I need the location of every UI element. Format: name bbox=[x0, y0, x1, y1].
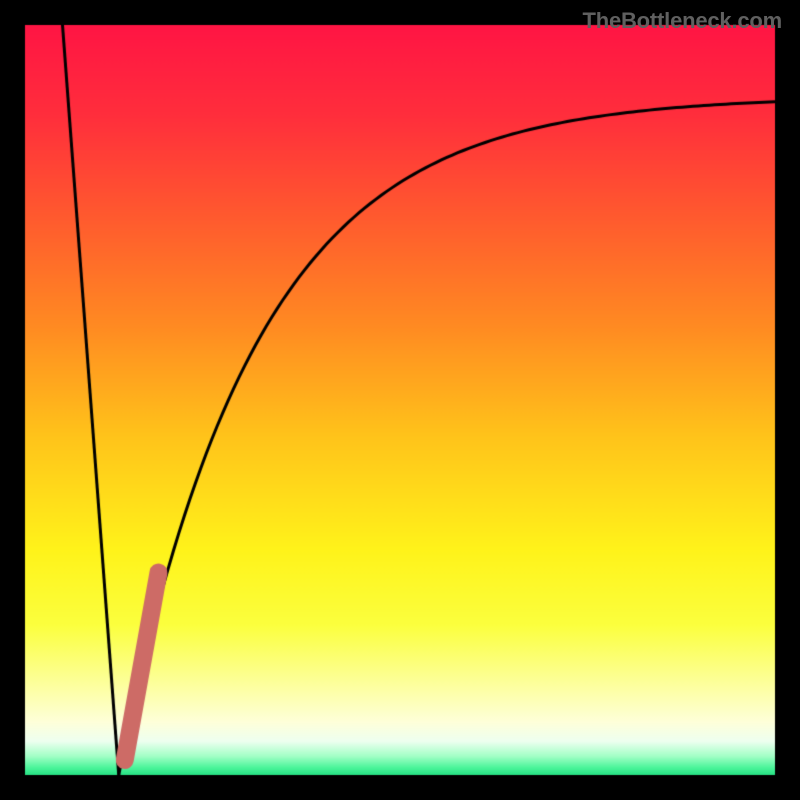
chart-root: TheBottleneck.com bbox=[0, 0, 800, 800]
watermark-text: TheBottleneck.com bbox=[582, 8, 782, 34]
bottleneck-chart-canvas bbox=[0, 0, 800, 800]
